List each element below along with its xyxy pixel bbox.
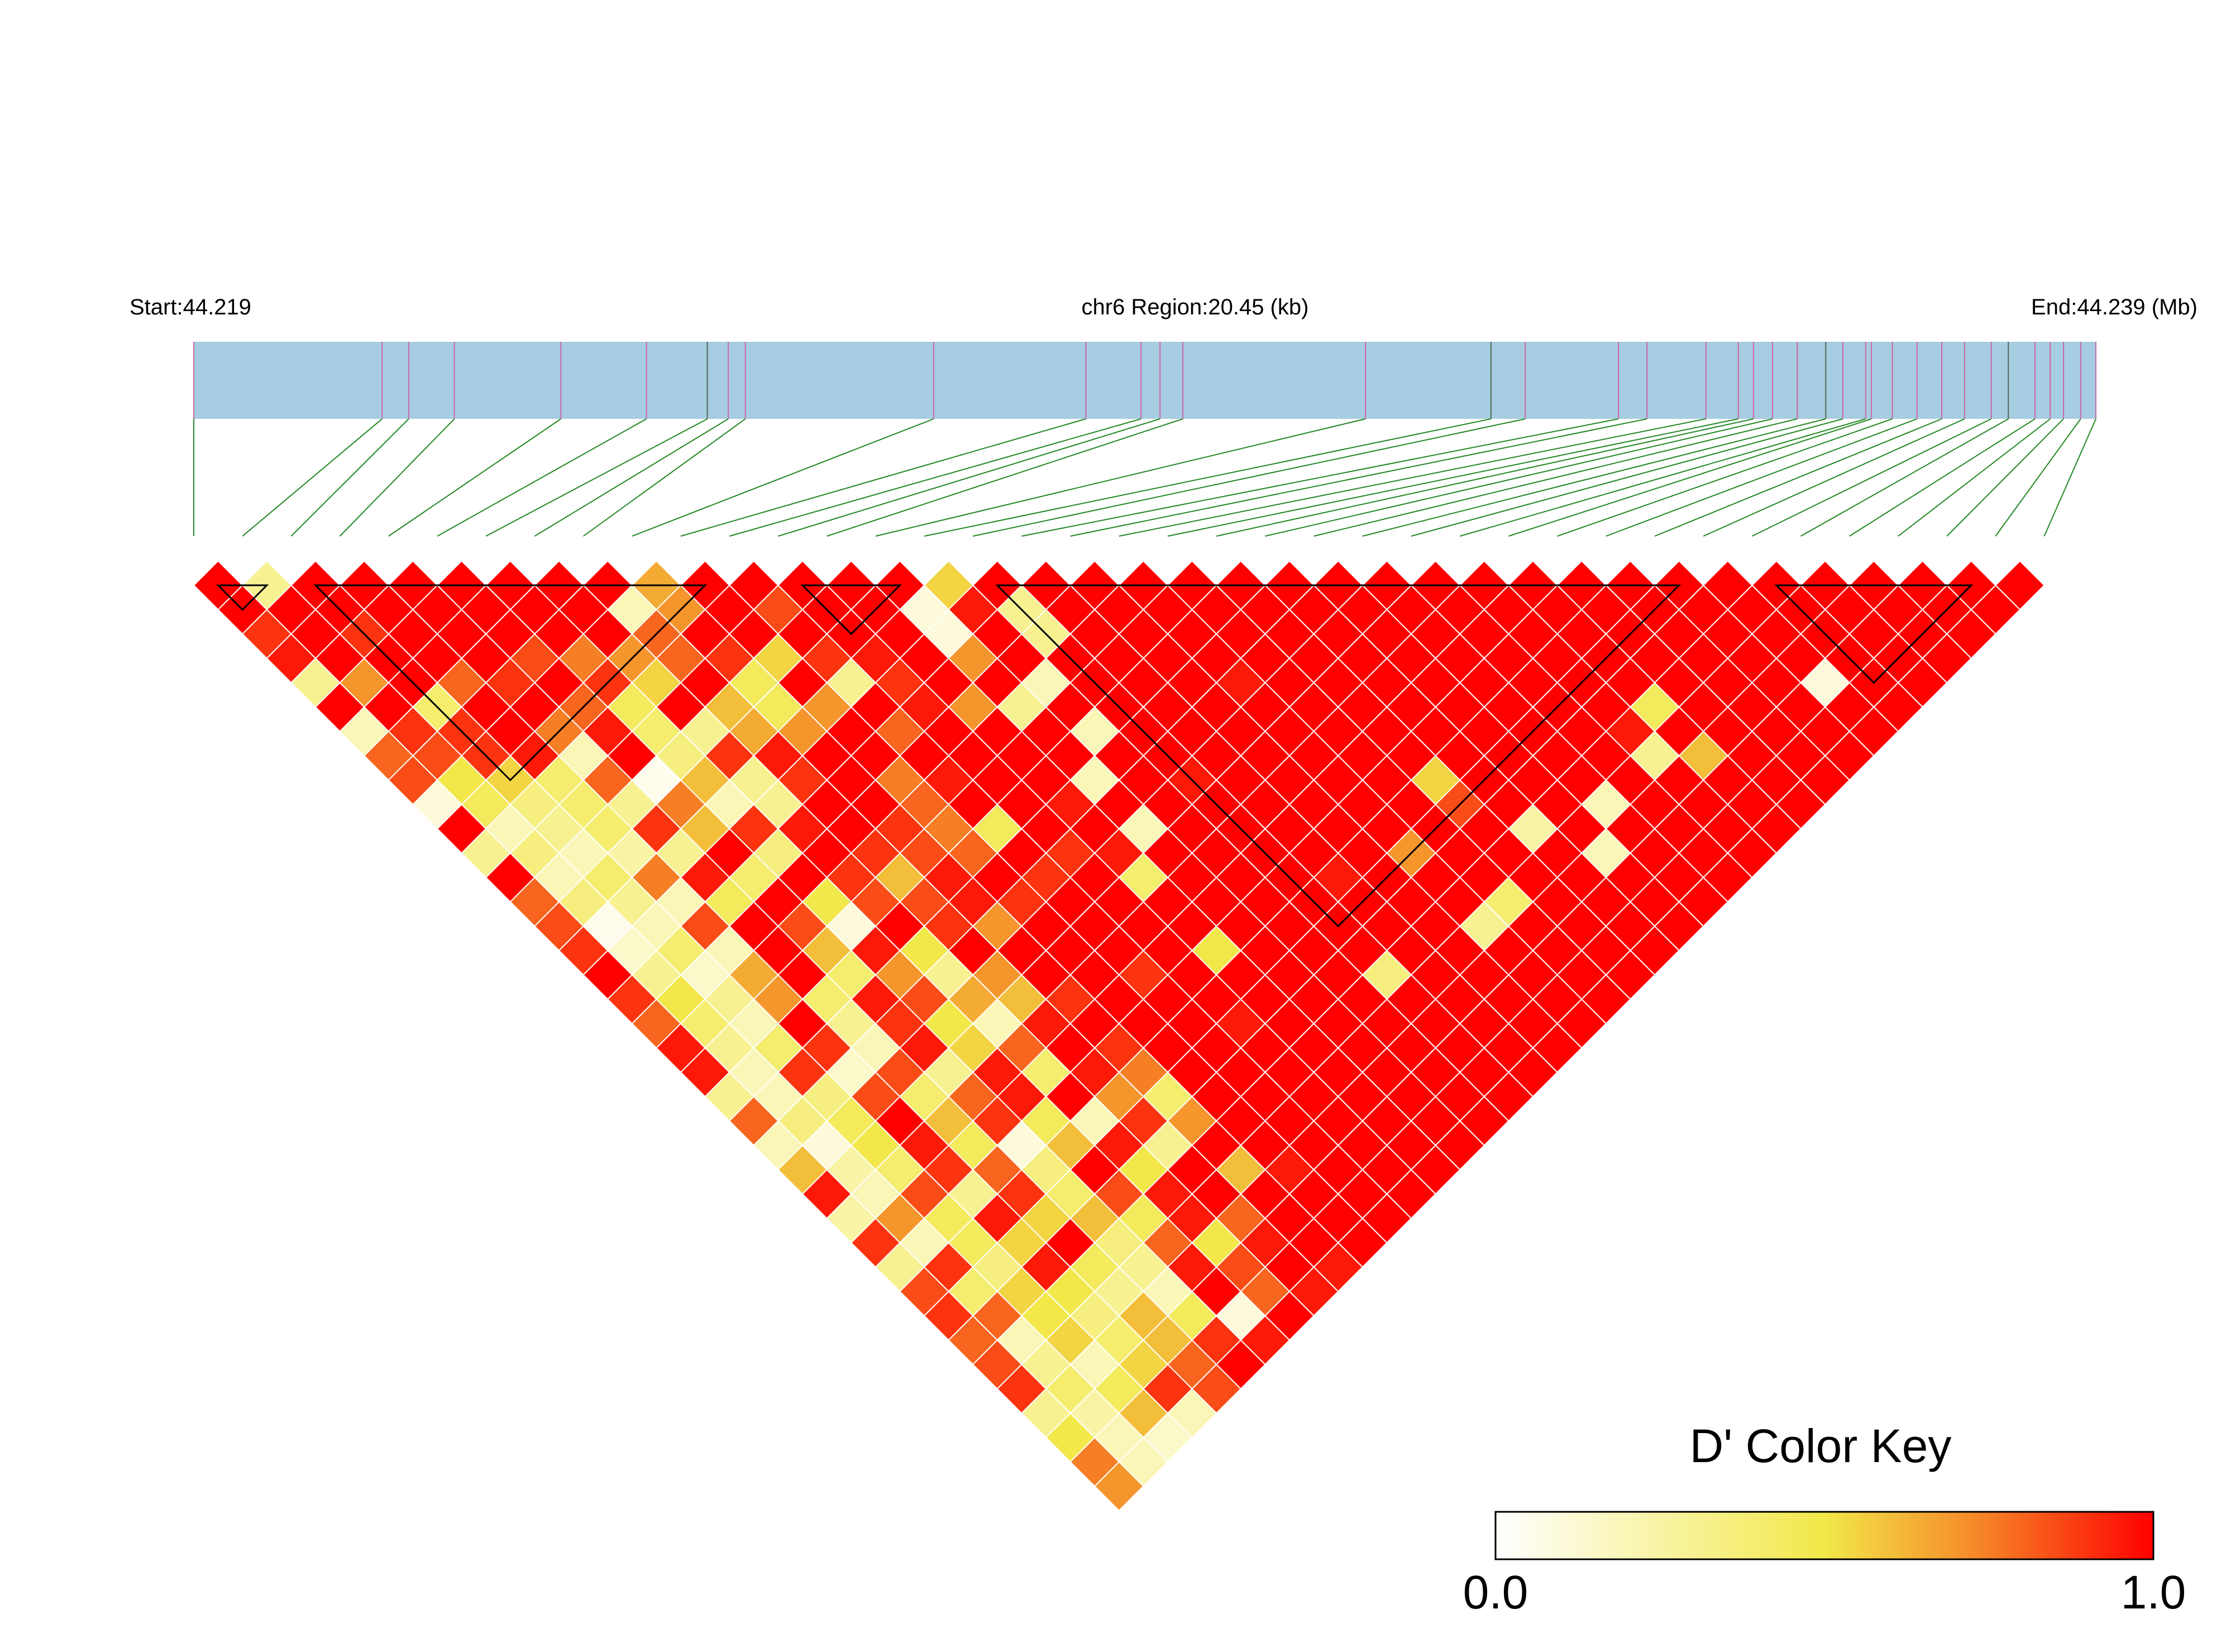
snp-connector [1459,418,1866,537]
snp-connector [1313,418,1798,537]
ld-cell [1093,1461,1144,1512]
snp-connector [1216,418,1754,537]
snp-connector [1411,418,1843,537]
snp-connector [778,418,1160,537]
snp-connector [583,418,746,537]
ld-cells [193,560,2046,1512]
snp-connector [1167,418,1738,537]
snp-connector [729,418,1141,537]
snp-connector [1362,418,1826,537]
snp-connector [1800,418,2009,537]
snp-connector [534,418,729,537]
snp-connector [1557,418,1893,537]
ld-block-outline [216,584,269,611]
color-key-max-label: 1.0 [2121,1566,2186,1618]
snp-connectors [193,418,2096,537]
snp-connector [632,418,934,537]
ld-block-outline [1774,584,1974,684]
snp-connector [1751,418,1992,537]
ld-block-outline [313,584,708,781]
snp-connector [1070,418,1647,537]
snp-connector [875,418,1366,537]
snp-connector [1946,418,2064,537]
snp-connector [1703,418,1965,537]
snp-connector [1119,418,1706,537]
color-key-title: D' Color Key [1690,1420,1952,1472]
snp-connector [827,418,1183,537]
region-start-label: Start:44.219 [130,295,251,319]
snp-connector [924,418,1492,537]
snp-connector [1654,418,1942,537]
region-bar [194,342,2096,419]
region-size-label: chr6 Region:20.45 (kb) [1082,295,1309,319]
ld-block-outline [995,584,1681,928]
snp-connector [437,418,647,537]
snp-connector [1849,418,2036,537]
snp-connector [1606,418,1918,537]
snp-connector [680,418,1086,537]
snp-connector [2043,418,2096,537]
region-end-label: End:44.239 (Mb) [2031,295,2197,319]
snp-connector [1898,418,2051,537]
color-key-min-label: 0.0 [1463,1566,1528,1618]
snp-ticks [193,342,2096,419]
ld-block-outlines [216,584,1974,928]
snp-connector [388,418,561,537]
snp-connector [972,418,1526,537]
snp-connector [1265,418,1773,537]
snp-connector [339,418,455,537]
snp-connector [1021,418,1619,537]
snp-connector [242,418,383,537]
ld-block-outline [800,584,902,636]
snp-connector [1995,418,2081,537]
snp-connector [485,418,708,537]
color-key-gradient [1494,1511,2154,1560]
snp-connector [1508,418,1872,537]
snp-connector [290,418,409,537]
